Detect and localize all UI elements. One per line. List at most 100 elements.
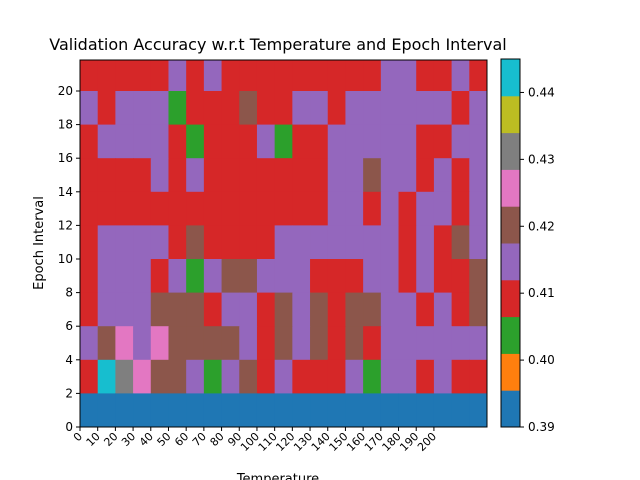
colorbar-segment: [501, 353, 520, 391]
heatmap-cell: [80, 326, 99, 361]
heatmap-cell: [345, 91, 364, 126]
heatmap-cell: [133, 60, 152, 92]
heatmap-cell: [256, 60, 276, 92]
heatmap-cell: [416, 326, 435, 361]
heatmap-cell: [274, 326, 293, 361]
heatmap-cell: [292, 191, 311, 226]
heatmap-cell: [292, 158, 311, 193]
heatmap-cell: [115, 393, 134, 428]
heatmap-cell: [310, 292, 329, 327]
heatmap-cell: [203, 359, 223, 394]
heatmap-cell: [150, 191, 169, 226]
heatmap-cell: [416, 393, 435, 428]
colorbar-frame: [500, 58, 521, 428]
heatmap-cell: [345, 292, 364, 327]
heatmap-cell: [203, 225, 223, 260]
heatmap-cell: [115, 191, 134, 226]
heatmap-cell: [115, 292, 134, 327]
heatmap-cell: [469, 326, 488, 361]
heatmap-cell: [274, 158, 293, 193]
heatmap-cell: [150, 91, 169, 126]
heatmap-cell: [115, 124, 134, 159]
heatmap-cell: [433, 393, 453, 428]
heatmap-cell: [256, 124, 276, 159]
heatmap-cell: [97, 225, 116, 260]
colorbar-segment: [501, 95, 520, 134]
heatmap-cell: [363, 292, 382, 327]
heatmap-cell: [80, 60, 99, 92]
heatmap-cell: [133, 359, 152, 394]
heatmap-cell: [168, 359, 187, 394]
colorbar-segment: [501, 206, 520, 244]
heatmap-cell: [451, 359, 470, 394]
heatmap-cell: [97, 359, 116, 394]
heatmap-cell: [292, 326, 311, 361]
heatmap-cell: [380, 124, 400, 159]
heatmap-cell: [274, 225, 293, 260]
y-tick-label: 14: [58, 185, 73, 199]
heatmap-cell: [97, 292, 116, 327]
heatmap-cell: [256, 359, 276, 394]
heatmap-cell: [433, 326, 453, 361]
heatmap-cell: [380, 158, 400, 193]
heatmap-cell: [133, 292, 152, 327]
heatmap-cell: [451, 393, 470, 428]
heatmap-cell: [80, 225, 99, 260]
heatmap-cell: [203, 91, 223, 126]
colorbar-tick-label: 0.44: [528, 85, 555, 99]
heatmap-cell: [310, 259, 329, 294]
colorbar: 0.39 0.40 0.41 0.42 0.43 0.44: [500, 58, 555, 434]
heatmap-cell: [310, 91, 329, 126]
colorbar-segment: [501, 390, 520, 428]
heatmap-cell: [168, 326, 187, 361]
heatmap-cell: [239, 191, 258, 226]
heatmap-cell: [292, 225, 311, 260]
heatmap-cell: [186, 60, 205, 92]
heatmap-cell: [150, 359, 169, 394]
heatmap-cell: [310, 191, 329, 226]
heatmap-cell: [186, 359, 205, 394]
heatmap-cell: [256, 393, 276, 428]
heatmap-cell: [363, 259, 382, 294]
y-tick-label: 10: [58, 252, 73, 266]
y-tick-label: 18: [58, 118, 73, 132]
colorbar-tick-label: 0.40: [528, 353, 555, 367]
y-tick-label: 0: [65, 420, 73, 434]
heatmap-cell: [239, 225, 258, 260]
heatmap-cell: [380, 259, 400, 294]
heatmap-cell: [469, 292, 488, 327]
heatmap-cell: [345, 359, 364, 394]
x-tick-label: 50: [155, 430, 174, 449]
colorbar-tick-label: 0.43: [528, 152, 555, 166]
heatmap-cell: [133, 326, 152, 361]
heatmap-cell: [221, 359, 240, 394]
plot-frame: [79, 59, 488, 428]
heatmap-cell: [398, 259, 417, 294]
heatmap-cell: [97, 124, 116, 159]
heatmap-cell: [469, 225, 488, 260]
heatmap-cell: [168, 124, 187, 159]
heatmap-cell: [327, 158, 346, 193]
heatmap-cell: [363, 225, 382, 260]
heatmap-cell: [345, 225, 364, 260]
heatmap-cell: [239, 124, 258, 159]
heatmap-cell: [433, 124, 453, 159]
heatmap-cell: [221, 259, 240, 294]
colorbar-segment: [501, 279, 520, 318]
heatmap-cell: [115, 259, 134, 294]
heatmap-cell: [274, 359, 293, 394]
heatmap-cell: [416, 359, 435, 394]
heatmap-cell: [451, 191, 470, 226]
heatmap-cell: [133, 225, 152, 260]
heatmap-cell: [345, 191, 364, 226]
y-tick-label: 20: [58, 84, 73, 98]
heatmap-cell: [203, 393, 223, 428]
heatmap-cell: [292, 91, 311, 126]
heatmap-cell: [274, 91, 293, 126]
heatmap-cell: [221, 158, 240, 193]
heatmap-cell: [451, 91, 470, 126]
heatmap-cell: [433, 259, 453, 294]
heatmap-cell: [239, 326, 258, 361]
heatmap-cell: [433, 225, 453, 260]
heatmap-cell: [256, 191, 276, 226]
